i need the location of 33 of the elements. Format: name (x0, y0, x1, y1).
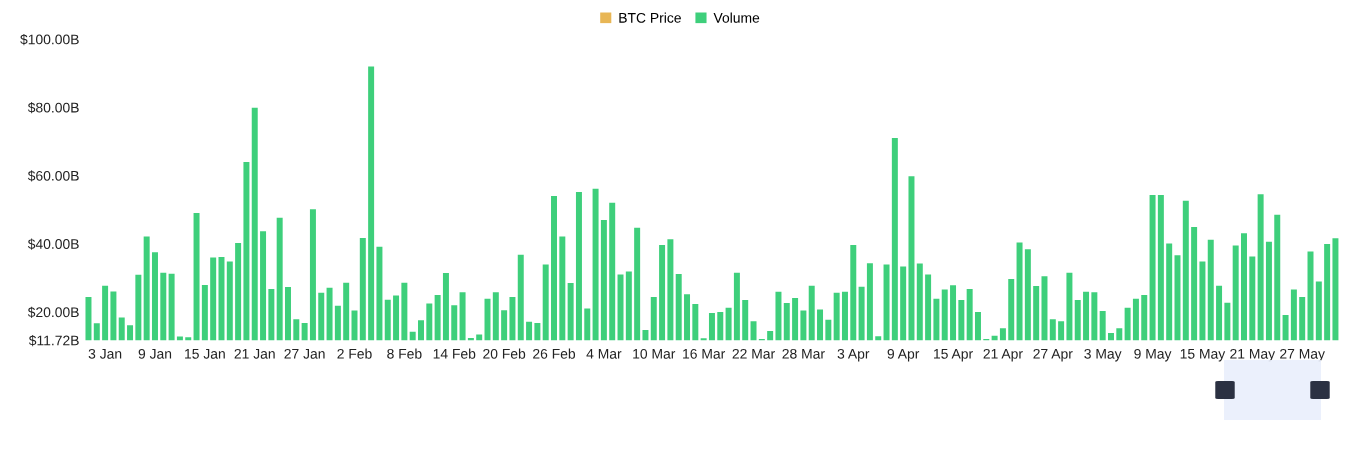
x-tick-label: 15 May (1180, 349, 1226, 362)
x-tick-label: 3 May (1084, 348, 1122, 362)
y-tick-label: $60.00B (27, 170, 79, 182)
x-tick-label: 27 May (1280, 348, 1325, 362)
legend-label: BTC Price (619, 12, 681, 23)
x-tick-label: 22 Mar (732, 348, 775, 359)
x-tick-label: 20 Feb (483, 348, 526, 359)
x-tick-label: 26 Feb (533, 348, 576, 359)
x-tick-label: 2 Feb (337, 348, 372, 359)
y-tick-label: $80.00B (27, 102, 79, 114)
x-tick-label: 21 Jan (234, 348, 275, 359)
x-tick-label: 10 Mar (633, 348, 676, 359)
x-tick-label: 8 Feb (387, 348, 422, 359)
x-tick-label: 14 Feb (433, 348, 476, 359)
x-tick-label: 15 Jan (185, 349, 225, 359)
x-tick-label: 9 May (1134, 348, 1172, 362)
y-tick-label: $20.00B (27, 306, 79, 318)
x-tick-label: 16 Mar (683, 348, 726, 359)
x-tick-label: 21 May (1230, 348, 1276, 362)
x-tick-label: 3 Jan (88, 348, 122, 359)
x-tick-label: 9 Apr (887, 348, 920, 362)
x-tick-label: 21 Apr (983, 348, 1023, 362)
x-tick-label: 27 Apr (1033, 348, 1073, 362)
x-tick-label: 9 Jan (138, 348, 172, 359)
x-tick-label: 15 Apr (934, 349, 973, 362)
legend-label: Volume (713, 12, 760, 23)
y-tick-label: $11.72B (28, 334, 79, 347)
y-tick-label: $40.00B (27, 238, 79, 250)
x-tick-label: 4 Mar (586, 349, 622, 359)
x-tick-label: 28 Mar (782, 348, 825, 359)
y-tick-label: $100.00B (20, 33, 79, 46)
x-tick-label: 3 Apr (837, 348, 870, 362)
x-tick-label: 27 Jan (284, 348, 325, 359)
